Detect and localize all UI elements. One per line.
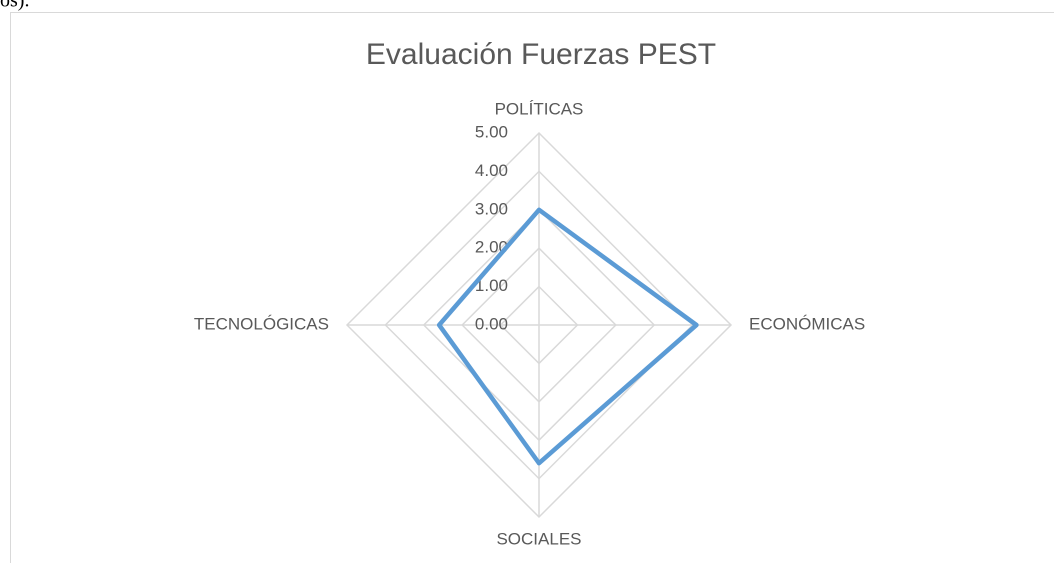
category-label: POLÍTICAS: [495, 99, 584, 118]
r-tick-label: 4.00: [475, 161, 508, 180]
category-label: SOCIALES: [496, 529, 581, 548]
r-tick-label: 0.00: [475, 314, 508, 333]
r-tick-label: 1.00: [475, 276, 508, 295]
r-tick-label: 3.00: [475, 199, 508, 218]
category-label: TECNOLÓGICAS: [194, 314, 329, 333]
r-tick-label: 5.00: [475, 122, 508, 141]
caption-fragment: os).: [0, 0, 29, 12]
chart-border: [10, 12, 1054, 563]
category-label: ECONÓMICAS: [749, 314, 865, 333]
chart-title: Evaluación Fuerzas PEST: [366, 38, 716, 71]
series-line: [436, 207, 699, 466]
